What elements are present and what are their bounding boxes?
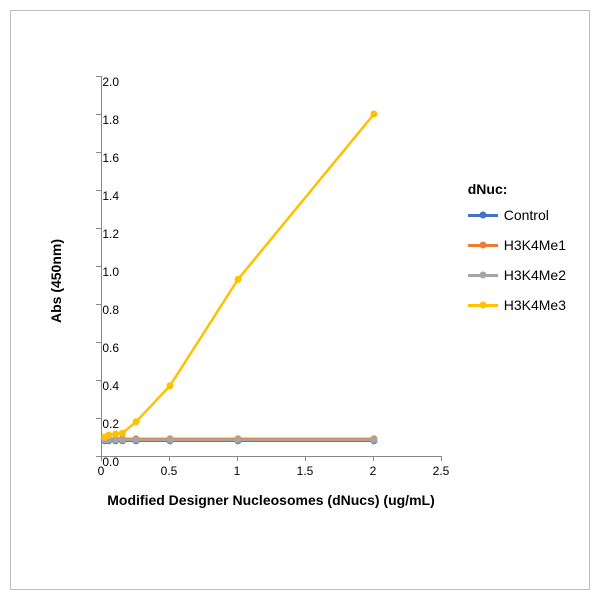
legend-swatch [468,304,498,307]
y-tick-label: 0.8 [91,303,119,317]
x-tick-label: 2.5 [433,464,450,478]
x-tick-label: 0.5 [161,464,178,478]
y-tick-label: 0.6 [91,341,119,355]
plot-area [101,76,442,457]
x-tick-label: 0 [98,464,105,478]
series-marker [119,436,126,443]
y-tick-label: 1.2 [91,227,119,241]
legend-item: H3K4Me3 [468,297,566,313]
legend-item: H3K4Me1 [468,237,566,253]
plot-svg [102,76,442,456]
series-line [105,114,374,437]
series-marker [235,276,242,283]
y-axis-label: Abs (450nm) [48,239,64,323]
series-marker [235,436,242,443]
y-tick-label: 0.4 [91,379,119,393]
legend-item: Control [468,207,566,223]
legend-item: H3K4Me2 [468,267,566,283]
legend-label: Control [504,207,549,223]
legend-swatch [468,244,498,247]
y-tick-label: 1.0 [91,265,119,279]
legend-title: dNuc: [468,181,566,197]
series-marker [112,431,119,438]
y-tick-label: 0.2 [91,417,119,431]
series-marker [167,436,174,443]
y-tick-label: 2.0 [91,75,119,89]
legend-swatch [468,214,498,217]
series-marker [133,418,140,425]
series-marker [105,432,112,439]
y-tick-label: 1.6 [91,151,119,165]
legend-label: H3K4Me1 [504,237,566,253]
series-marker [133,436,140,443]
legend-label: H3K4Me3 [504,297,566,313]
y-tick-label: 1.4 [91,189,119,203]
x-tick-label: 2 [370,464,377,478]
series-marker [167,382,174,389]
chart-frame: Abs (450nm) 0.0 0.2 0.4 0.6 0.8 1.0 1.2 1.4 1.6 1… [10,10,590,590]
x-tick-label: 1.5 [297,464,314,478]
legend: dNuc: Control H3K4Me1 H3K4Me2 H3K4Me3 [468,181,566,327]
series-marker [371,111,378,118]
x-tick-label: 1 [234,464,241,478]
series-marker [119,430,126,437]
legend-label: H3K4Me2 [504,267,566,283]
y-tick-label: 1.8 [91,113,119,127]
chart-area: Abs (450nm) 0.00.20.40.60.81.01.21.41.61… [66,66,571,496]
series-marker [371,436,378,443]
x-axis-label: Modified Designer Nucleosomes (dNucs) (u… [101,492,441,508]
legend-swatch [468,274,498,277]
y-tick-label: 0.0 [91,455,119,469]
